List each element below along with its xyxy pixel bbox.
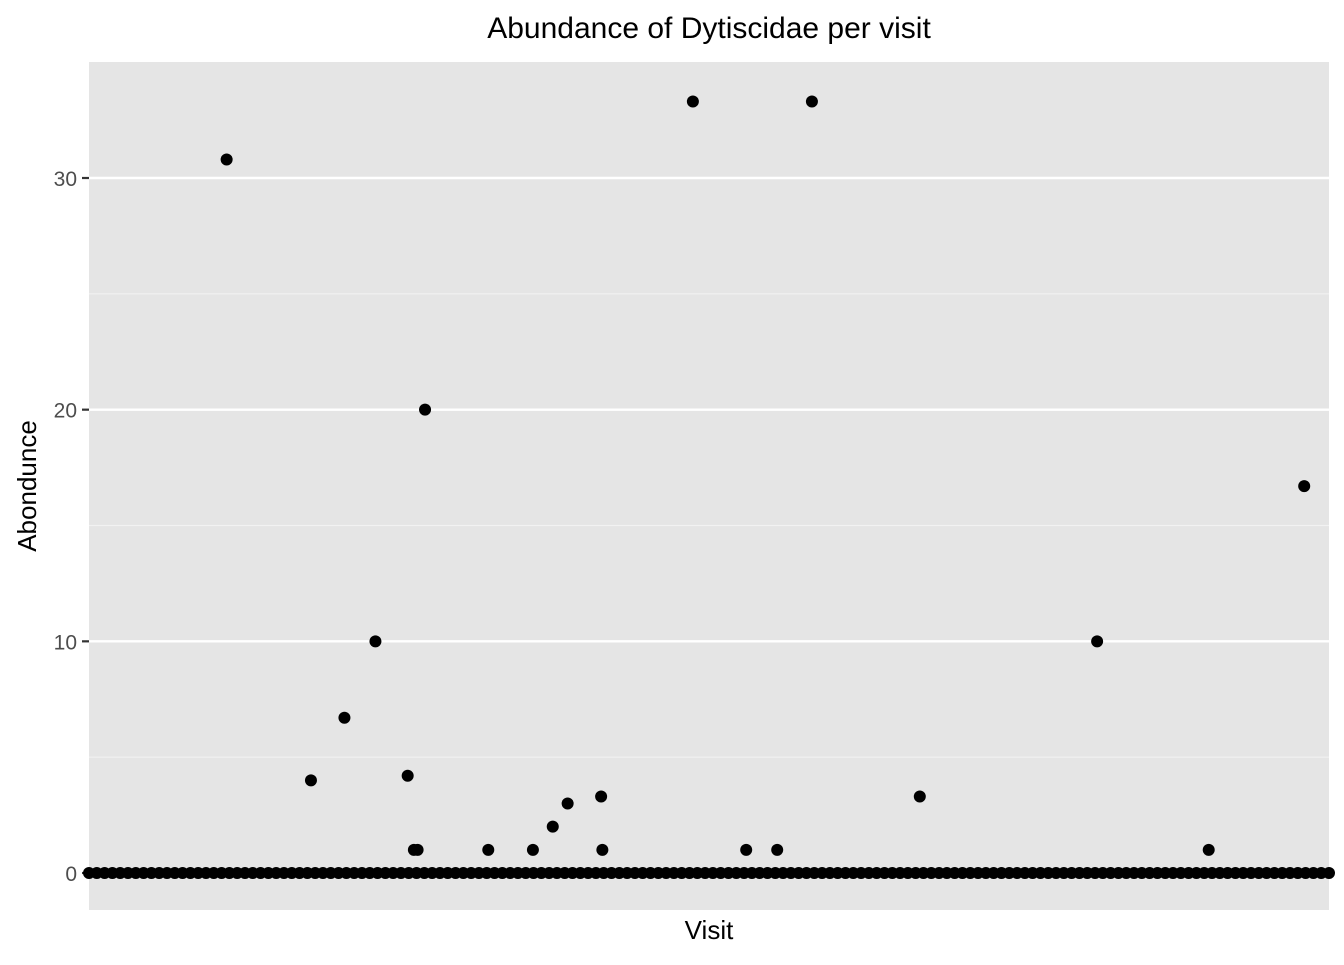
plot-panel [89, 62, 1329, 910]
data-point [1091, 635, 1104, 648]
y-tick-label: 30 [54, 168, 77, 191]
y-tick-label: 10 [54, 631, 77, 654]
data-point [1202, 843, 1215, 856]
data-point [369, 635, 382, 648]
data-point [771, 843, 784, 856]
y-axis-label: Abondunce [12, 420, 42, 552]
data-point [546, 820, 559, 833]
data-point [419, 403, 432, 416]
data-point [401, 769, 414, 782]
data-point [482, 843, 495, 856]
data-point [1298, 480, 1311, 493]
data-points [83, 95, 1335, 879]
data-point [220, 153, 233, 166]
data-point [686, 95, 699, 108]
data-point [561, 797, 574, 810]
x-axis-label: Visit [685, 915, 734, 945]
y-tick-label: 20 [54, 400, 77, 423]
y-axis: 0 10 20 30 [54, 168, 89, 886]
data-point [740, 843, 753, 856]
data-point-zero [1323, 867, 1335, 879]
data-point [526, 843, 539, 856]
data-point [411, 843, 424, 856]
data-point [913, 790, 926, 803]
data-point [338, 711, 351, 724]
data-point [805, 95, 818, 108]
data-point [304, 774, 317, 787]
data-point [596, 843, 609, 856]
y-tick-label: 0 [65, 863, 77, 886]
data-point [595, 790, 608, 803]
chart-title: Abundance of Dytiscidae per visit [487, 12, 931, 45]
